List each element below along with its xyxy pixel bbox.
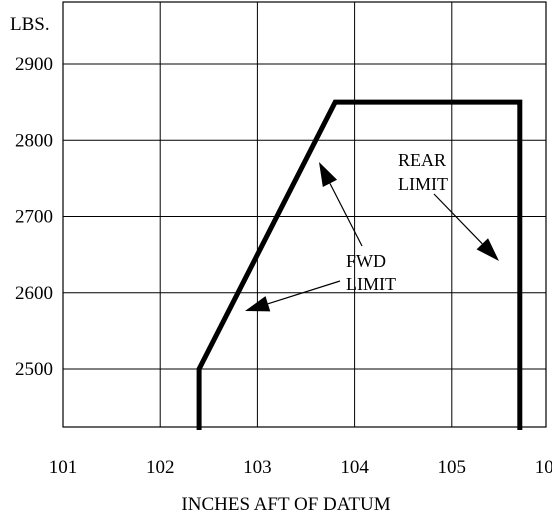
cg-envelope-line xyxy=(196,99,523,430)
y-tick-label: 2600 xyxy=(15,283,53,304)
axis-labels: LBS. INCHES AFT OF DATUM 2500 2600 2700 280… xyxy=(10,14,552,515)
x-axis-label: INCHES AFT OF DATUM xyxy=(181,494,390,515)
rear-limit-label-line-2: LIMIT xyxy=(398,174,448,194)
plot-frame xyxy=(62,1,547,428)
x-tick-label: 101 xyxy=(49,457,78,478)
rear-limit-label-line-1: REAR xyxy=(398,150,446,170)
fwd-limit-arrow-lower xyxy=(245,280,341,312)
grid xyxy=(62,1,547,428)
fwd-limit-arrow-upper xyxy=(319,162,363,247)
x-tick-label: 106 xyxy=(535,457,552,478)
fwd-limit-label-line-2: LIMIT xyxy=(346,274,396,294)
series-layer xyxy=(196,99,523,430)
fwd-limit-label-line-1: FWD xyxy=(346,251,386,271)
y-axis-label: LBS. xyxy=(10,14,50,35)
y-tick-label: 2700 xyxy=(15,207,53,228)
y-tick-label: 2500 xyxy=(15,359,53,380)
x-tick-label: 102 xyxy=(146,457,175,478)
y-tick-label: 2900 xyxy=(15,54,53,75)
y-tick-label: 2800 xyxy=(15,130,53,151)
x-tick-label: 104 xyxy=(340,457,369,478)
x-tick-label: 103 xyxy=(243,457,272,478)
annotation-layer: FWD LIMIT REAR LIMIT xyxy=(245,150,499,312)
x-tick-label: 105 xyxy=(438,457,467,478)
rear-limit-arrow xyxy=(433,193,499,261)
